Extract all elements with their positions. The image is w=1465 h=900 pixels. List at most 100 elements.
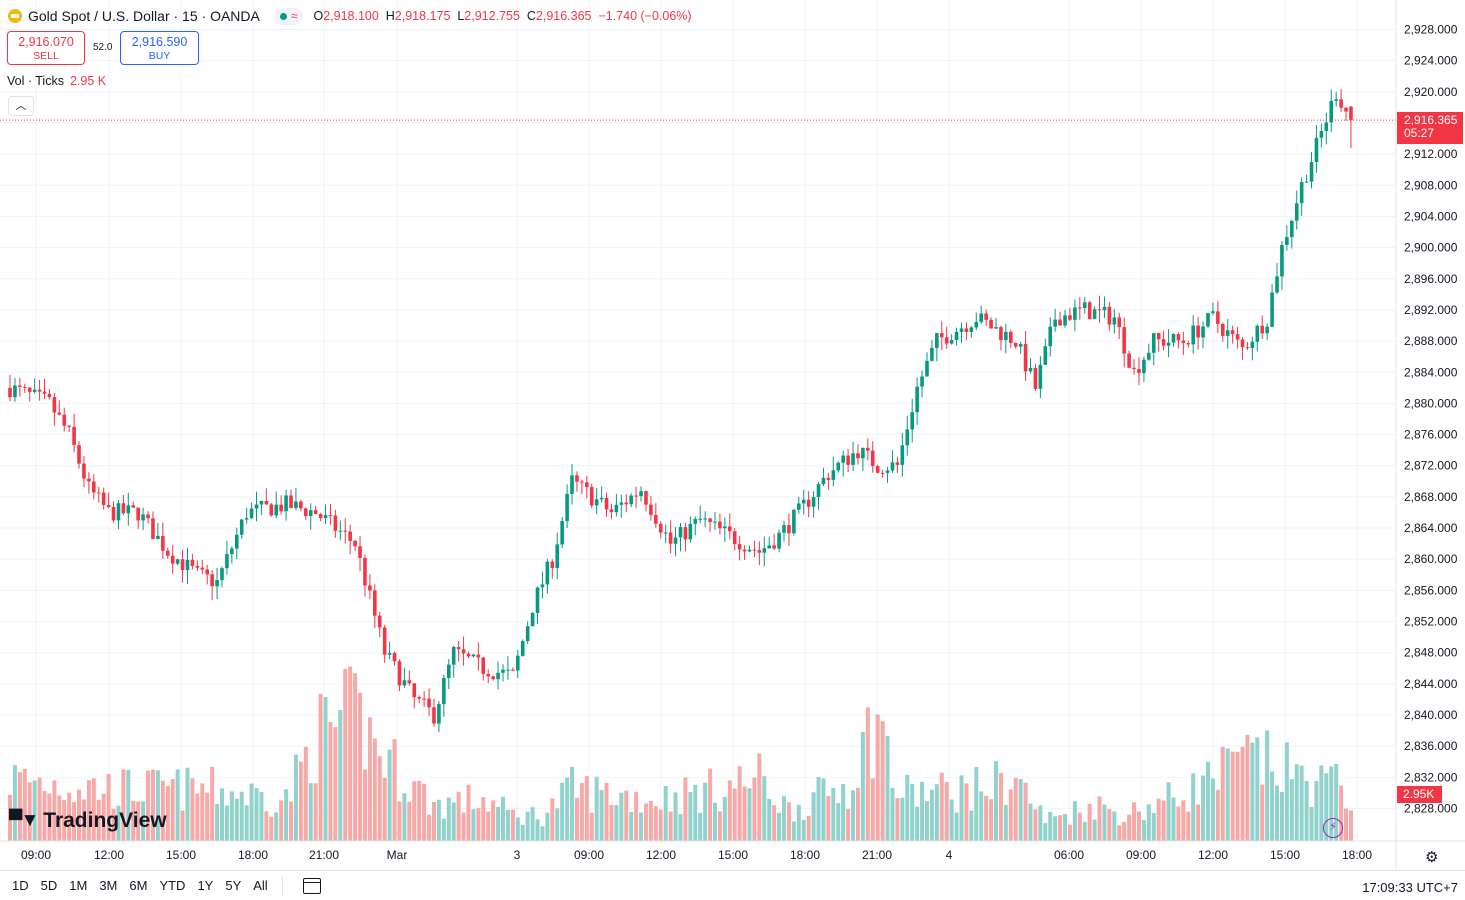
volume-bar	[62, 799, 67, 841]
range-1y-button[interactable]: 1Y	[197, 878, 214, 893]
volume-bar	[1210, 778, 1215, 841]
volume-bar	[1146, 804, 1151, 841]
volume-bar	[604, 782, 609, 841]
volume-bar	[422, 783, 427, 841]
candle-body	[604, 497, 609, 510]
volume-bar	[1112, 811, 1117, 841]
volume-bar	[308, 783, 313, 841]
symbol-legend[interactable]: Gold Spot / U.S. Dollar · 15 · OANDA ≈ O…	[8, 6, 692, 26]
volume-bar	[358, 692, 363, 841]
buy-button[interactable]: 2,916.590 BUY	[120, 31, 199, 65]
ohlc-high: 2,918.175	[394, 9, 451, 23]
volume-bar	[895, 798, 900, 841]
range-5d-button[interactable]: 5D	[40, 878, 58, 893]
candle-body	[777, 532, 781, 549]
candle-body	[698, 518, 702, 520]
volume-bar	[1324, 773, 1329, 841]
volume-bar	[456, 791, 461, 841]
candle-body	[999, 327, 1003, 341]
volume-bar	[17, 772, 22, 841]
utc-clock[interactable]: 17:09:33 UTC+7	[1362, 880, 1458, 895]
candle-body	[1063, 315, 1067, 326]
candle-body	[1102, 306, 1107, 311]
candle-body	[294, 501, 298, 508]
volume-legend[interactable]: Vol · Ticks 2.95 K	[7, 74, 106, 88]
volume-bar	[417, 780, 422, 841]
volume-bar	[170, 778, 175, 841]
range-5y-button[interactable]: 5Y	[225, 878, 242, 893]
volume-bar	[851, 790, 856, 841]
volume-bar	[57, 795, 62, 841]
volume-bar	[387, 749, 392, 841]
volume-bar	[101, 793, 106, 841]
candle-body	[693, 518, 698, 524]
volume-bar	[466, 784, 471, 841]
candle-body	[1122, 327, 1126, 354]
candle-body	[358, 546, 362, 558]
volume-bar	[274, 812, 279, 841]
volume-bar	[1053, 816, 1058, 841]
last-price-value: 2,916.365	[1404, 113, 1458, 127]
volume-bar	[648, 800, 653, 841]
candle-body	[1181, 340, 1186, 344]
price-tick-label: 2,836.000	[1404, 739, 1458, 753]
price-chart[interactable]: 2,828.000 2,832.000 2,836.000 2,840.000 2,84…	[0, 0, 1465, 870]
price-tick-label: 2,876.000	[1404, 428, 1458, 442]
range-1m-button[interactable]: 1M	[69, 878, 88, 893]
volume-bar	[338, 710, 343, 841]
volume-bar	[545, 812, 550, 841]
range-ytd-button[interactable]: YTD	[159, 878, 186, 893]
settings-gear-icon[interactable]: ⚙	[1425, 849, 1439, 866]
range-all-button[interactable]: All	[253, 878, 268, 893]
market-status-pill[interactable]: ≈	[273, 7, 304, 25]
candle-body	[550, 561, 555, 568]
volume-bar	[717, 811, 722, 841]
candle-body	[8, 387, 12, 398]
candle-body	[944, 337, 949, 344]
volume-bar	[367, 717, 372, 841]
volume-bar	[81, 799, 86, 841]
volume-bar	[234, 798, 239, 841]
volume-bar	[643, 803, 648, 841]
candle-body	[545, 561, 550, 585]
candle-body	[668, 532, 673, 544]
volume-bar	[160, 780, 165, 841]
go-to-date-calendar-icon[interactable]	[302, 877, 321, 894]
collapse-legend-button[interactable]: ︿	[8, 96, 34, 116]
volume-bars	[8, 666, 1353, 841]
candle-body	[116, 503, 121, 521]
time-tick-label: 21:00	[309, 848, 339, 862]
volume-bar	[560, 782, 565, 841]
candle-body	[910, 412, 914, 430]
candle-body	[614, 504, 619, 513]
volume-bar	[846, 808, 851, 841]
candle-body	[1013, 342, 1018, 347]
volume-bar	[570, 766, 575, 841]
volume-bar	[91, 778, 96, 841]
candle-body	[279, 504, 283, 512]
sell-button[interactable]: 2,916.070 SELL	[7, 31, 85, 65]
candle-body	[619, 502, 624, 505]
range-1d-button[interactable]: 1D	[12, 878, 29, 893]
price-tick-label: 2,828.000	[1404, 802, 1458, 816]
tradingview-logo[interactable]: ▀▼ TradingView	[9, 809, 167, 833]
volume-bar	[772, 805, 777, 841]
symbol-title[interactable]: Gold Spot / U.S. Dollar · 15 · OANDA	[28, 8, 260, 24]
candle-body	[126, 505, 131, 514]
candle-body	[165, 550, 170, 556]
candle-body	[925, 360, 929, 377]
volume-bar	[979, 791, 984, 841]
toolbar-divider	[281, 876, 283, 895]
range-3m-button[interactable]: 3M	[99, 878, 118, 893]
candle-body	[609, 509, 614, 513]
candle-body	[797, 503, 801, 510]
volume-bar	[998, 772, 1003, 841]
candle-body	[1023, 343, 1028, 372]
volume-bar	[841, 783, 846, 841]
volume-bar	[535, 819, 540, 841]
range-6m-button[interactable]: 6M	[129, 878, 148, 893]
lightning-icon[interactable]: ⚡	[1323, 818, 1343, 838]
volume-bar	[279, 800, 284, 841]
volume-bar	[515, 817, 520, 841]
price-tick-label: 2,904.000	[1404, 209, 1458, 223]
